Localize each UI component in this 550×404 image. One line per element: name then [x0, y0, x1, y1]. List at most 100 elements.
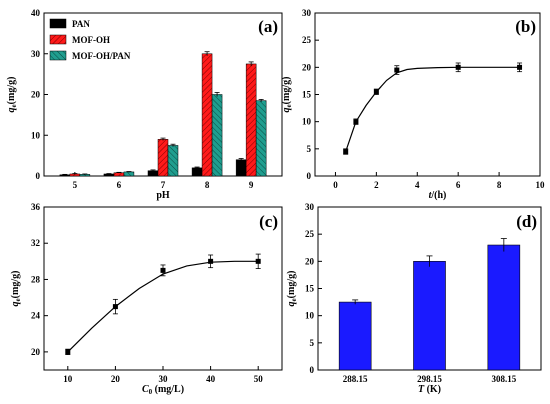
- y-tick-label: 24: [31, 311, 41, 321]
- panel-d-chart: 0 5 10 15 20 25 30 288.15 298.15 308.15 (d) qe(mg/g…: [286, 202, 542, 395]
- y-tick-label: 28: [31, 274, 41, 284]
- legend-label: MOF-OH: [72, 35, 110, 45]
- y-axis-label-unit: (mg/g): [6, 77, 17, 105]
- bar: [413, 261, 446, 371]
- bar-mof-oh-pan: [123, 171, 135, 177]
- data-point: [343, 149, 349, 155]
- data-point: [517, 64, 523, 70]
- data-point: [160, 267, 166, 273]
- plot-frame: [314, 12, 541, 177]
- x-tick-label: 9: [249, 180, 254, 190]
- y-axis-label-subscript: e: [10, 104, 18, 107]
- panel-a-chart: 0 10 20 30 40 5 6 7 8 9 PAN MOF-OH MOF-OH/PAN (a) qe(m…: [6, 8, 283, 201]
- y-tick-label: 25: [305, 229, 315, 239]
- bar-mof-oh-pan: [211, 94, 223, 177]
- bar-mof-oh-pan: [255, 100, 267, 177]
- y-axis-label-subscript: e: [285, 104, 293, 107]
- x-tick-label: 10: [536, 180, 546, 190]
- x-tick-label: 288.15: [343, 374, 368, 384]
- bar-mof-oh: [201, 53, 213, 177]
- data-point: [455, 64, 461, 70]
- x-tick-label: 6: [456, 180, 461, 190]
- y-tick-label: 20: [31, 347, 41, 357]
- data-point: [373, 89, 379, 95]
- bar-pan: [191, 167, 203, 177]
- y-axis-label: qe(mg/g): [10, 271, 22, 307]
- y-tick-label: 10: [305, 311, 315, 321]
- x-tick-label: 7: [161, 180, 166, 190]
- y-tick-label: 20: [302, 62, 312, 72]
- y-axis-label-subscript: e: [290, 298, 298, 301]
- x-tick-label: 4: [415, 180, 420, 190]
- bar-mof-oh: [113, 172, 125, 177]
- data-point: [208, 258, 214, 264]
- y-tick-label: 30: [305, 202, 315, 212]
- panel-c-chart: 20 24 28 32 36 10 20 30 40 50 (c) qe(mg/g) C0 (mg/L): [10, 202, 283, 396]
- x-axis-label: C0 (mg/L): [142, 384, 184, 396]
- bar: [338, 301, 372, 371]
- y-tick-label: 15: [305, 284, 315, 294]
- y-axis-label-unit: (mg/g): [10, 271, 21, 299]
- bar-mof-oh: [245, 63, 257, 177]
- y-tick-label: 0: [310, 365, 315, 375]
- data-point: [112, 304, 118, 310]
- y-tick-label: 15: [302, 90, 312, 100]
- panel-tag: (d): [516, 212, 537, 231]
- bar-mof-oh-pan: [167, 145, 179, 177]
- x-axis-label-symbol: t: [429, 190, 433, 201]
- bar-pan: [235, 159, 247, 177]
- x-tick-label: 50: [254, 374, 264, 384]
- y-axis-label-symbol: q: [286, 301, 297, 306]
- x-axis-label-symbol: T: [418, 384, 425, 395]
- x-tick-label: 8: [497, 180, 502, 190]
- x-tick-label: 30: [159, 374, 169, 384]
- bar: [487, 244, 521, 371]
- y-tick-label: 10: [31, 130, 41, 140]
- y-axis-label-symbol: q: [281, 107, 292, 112]
- legend-swatch: [49, 34, 67, 45]
- y-tick-label: 0: [307, 171, 312, 181]
- y-axis-label-unit: (mg/g): [286, 271, 297, 299]
- x-axis-label-unit: /(h): [430, 190, 446, 201]
- y-axis-label-symbol: q: [6, 107, 17, 112]
- legend-label: PAN: [72, 19, 90, 29]
- y-tick-label: 5: [307, 144, 312, 154]
- y-axis-label-symbol: q: [10, 301, 21, 306]
- x-axis-label-unit: (K): [424, 384, 441, 395]
- y-axis-label: qe(mg/g): [286, 271, 298, 307]
- plot-frame: [43, 206, 283, 371]
- legend-label: MOF-OH/PAN: [72, 51, 131, 61]
- y-tick-label: 10: [302, 117, 312, 127]
- x-axis-label-symbol: C: [142, 384, 149, 395]
- y-axis-label: qe(mg/g): [281, 77, 293, 113]
- x-tick-label: 0: [333, 180, 338, 190]
- x-tick-label: 308.15: [491, 374, 516, 384]
- y-tick-label: 40: [31, 8, 41, 18]
- y-tick-label: 20: [31, 90, 41, 100]
- legend-swatch: [49, 50, 67, 61]
- y-tick-label: 25: [302, 35, 312, 45]
- y-tick-label: 30: [302, 8, 312, 18]
- y-tick-label: 36: [31, 202, 41, 212]
- panel-tag: (c): [259, 212, 278, 231]
- data-point: [255, 258, 261, 264]
- y-tick-label: 0: [36, 171, 41, 181]
- bar-mof-oh: [157, 139, 169, 177]
- data-point: [394, 67, 400, 73]
- data-point: [353, 119, 359, 125]
- x-axis-label-unit: (mg/L): [152, 384, 184, 395]
- y-tick-label: 20: [305, 256, 315, 266]
- x-axis-label: pH: [156, 190, 170, 201]
- x-axis-label-symbol: pH: [156, 190, 170, 201]
- data-point: [65, 349, 71, 355]
- x-axis-label-subscript: 0: [149, 388, 153, 396]
- x-tick-label: 2: [374, 180, 379, 190]
- y-axis-label-unit: (mg/g): [281, 77, 292, 105]
- panel-tag: (b): [515, 17, 536, 36]
- panel-tag: (a): [258, 17, 278, 36]
- y-tick-label: 32: [31, 238, 41, 248]
- y-tick-label: 5: [310, 338, 315, 348]
- x-tick-label: 40: [206, 374, 216, 384]
- y-tick-label: 30: [31, 49, 41, 59]
